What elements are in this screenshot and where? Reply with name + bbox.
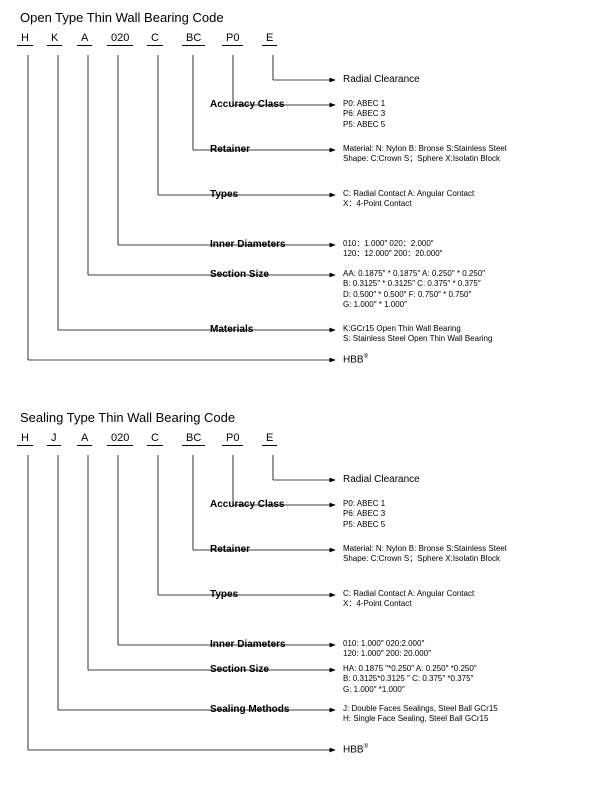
category-label: Types	[210, 589, 238, 600]
category-description: P0: ABEC 1 P6: ABEC 3 P5: ABEC 5	[343, 99, 593, 130]
category-label: Inner Diameters	[210, 239, 286, 250]
category-label: HBB®	[343, 354, 368, 365]
category-description: P0: ABEC 1 P6: ABEC 3 P5: ABEC 5	[343, 499, 593, 530]
connector-lines	[0, 410, 600, 810]
category-label: Accuracy Class	[210, 99, 285, 110]
category-label: Sealing Methods	[210, 704, 289, 715]
sealing-type-section: Sealing Type Thin Wall Bearing CodeHJA02…	[0, 410, 600, 810]
category-label: Retainer	[210, 544, 250, 555]
category-label: Inner Diameters	[210, 639, 286, 650]
category-label: Retainer	[210, 144, 250, 155]
category-label: HBB®	[343, 744, 368, 755]
category-description: HA: 0.1875 ″*0.250″ A: 0.250″ *0.250″ B:…	[343, 664, 593, 695]
category-description: C: Radial Contact A: Angular Contact X：4…	[343, 589, 593, 610]
category-description: 010: 1.000″ 020:2.000″ 120: 1.000″ 200: …	[343, 639, 593, 660]
category-label: Accuracy Class	[210, 499, 285, 510]
open-type-section: Open Type Thin Wall Bearing CodeHKA020CB…	[0, 10, 600, 410]
category-label: Section Size	[210, 269, 269, 280]
category-description: C: Radial Contact A: Angular Contact X：4…	[343, 189, 593, 210]
category-label: Types	[210, 189, 238, 200]
category-description: K:GCr15 Open Thin Wall Bearing S: Stainl…	[343, 324, 593, 345]
connector-lines	[0, 10, 600, 410]
category-label: Materials	[210, 324, 253, 335]
category-description: Material: N: Nylon B: Bronse S:Stainless…	[343, 544, 593, 565]
category-label: Radial Clearance	[343, 74, 420, 85]
category-description: 010：1.000″ 020：2.000″ 120：12.000″ 200：20…	[343, 239, 593, 260]
category-label: Section Size	[210, 664, 269, 675]
category-description: J: Double Faces Sealings, Steel Ball GCr…	[343, 704, 593, 725]
category-description: AA: 0.1875″ * 0.1875″ A: 0.250″ * 0.250″…	[343, 269, 593, 311]
category-label: Radial Clearance	[343, 474, 420, 485]
category-description: Material: N: Nylon B: Bronse S:Stainless…	[343, 144, 593, 165]
